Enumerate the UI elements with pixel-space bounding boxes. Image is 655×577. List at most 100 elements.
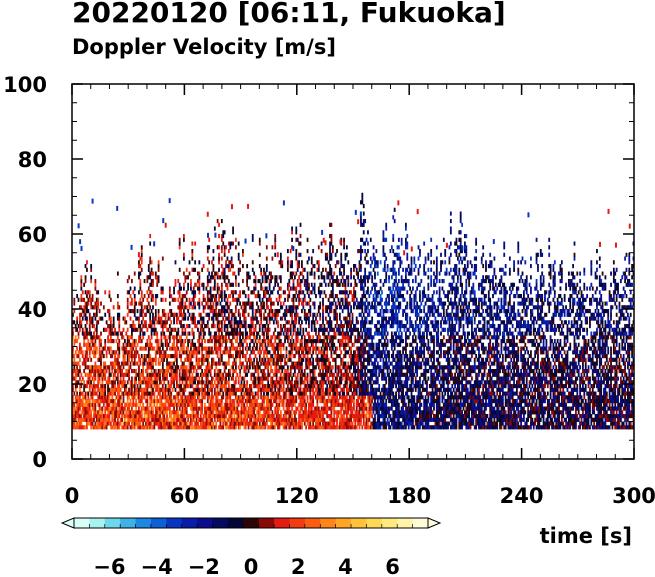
heatmap-cell [226, 421, 229, 426]
heatmap-cell [160, 320, 163, 325]
heatmap-cell [230, 312, 233, 317]
heatmap-cell [237, 417, 240, 422]
heatmap-cell [171, 425, 174, 430]
heatmap-cell [135, 376, 138, 381]
heatmap-cell [74, 399, 77, 404]
heatmap-cell [157, 279, 160, 284]
heatmap-cell [180, 425, 182, 430]
heatmap-cell [138, 320, 140, 325]
heatmap-cell [236, 320, 239, 325]
heatmap-cell [234, 350, 237, 355]
heatmap-cell [265, 350, 268, 355]
heatmap-cell [74, 327, 77, 332]
heatmap-cell [157, 309, 160, 314]
heatmap-cell [308, 365, 310, 370]
heatmap-cell [199, 380, 202, 385]
heatmap-cell [264, 275, 267, 280]
heatmap-cell [234, 331, 237, 336]
heatmap-cell [73, 410, 76, 415]
heatmap-cell [98, 369, 101, 374]
heatmap-cell [143, 294, 146, 299]
heatmap-cell [323, 290, 326, 295]
heatmap-cell [268, 402, 271, 407]
heatmap-cell [212, 414, 215, 419]
heatmap-cell [74, 324, 77, 329]
heatmap-cell [234, 346, 237, 351]
heatmap-cell [237, 425, 240, 430]
heatmap-cell [159, 369, 161, 374]
heatmap-cell [98, 354, 101, 359]
heatmap-cell [299, 380, 302, 385]
heatmap-cell [253, 372, 256, 377]
heatmap-cell [223, 417, 226, 422]
heatmap-cell [170, 399, 173, 404]
heatmap-cell [181, 410, 184, 415]
heatmap-cell [305, 365, 308, 370]
heatmap-cell [268, 399, 271, 404]
heatmap-cell [330, 237, 333, 242]
heatmap-cell [274, 369, 277, 374]
heatmap-cell [227, 354, 230, 359]
heatmap-cell [146, 425, 149, 430]
heatmap-cell [208, 380, 211, 385]
heatmap-cell [149, 354, 152, 359]
heatmap-cell [195, 361, 198, 366]
heatmap-cell [112, 361, 115, 366]
heatmap-cell [306, 421, 309, 426]
heatmap-cell [324, 365, 327, 370]
heatmap-cell [150, 357, 153, 362]
heatmap-cell [190, 346, 192, 351]
heatmap-cell [264, 376, 267, 381]
heatmap-cell [267, 357, 270, 362]
heatmap-cell [258, 342, 261, 347]
heatmap-cell [322, 395, 324, 400]
heatmap-cell [215, 339, 218, 344]
heatmap-cell [230, 425, 233, 430]
heatmap-cell [104, 391, 107, 396]
heatmap-cell [206, 406, 209, 411]
heatmap-cell [90, 346, 93, 351]
heatmap-cell [329, 252, 331, 257]
heatmap-cell [305, 339, 308, 344]
heatmap-cell [206, 387, 209, 392]
heatmap-cell [292, 384, 295, 389]
heatmap-cell [197, 395, 199, 400]
heatmap-cell [204, 297, 206, 302]
heatmap-cell [161, 365, 164, 370]
heatmap-cell [154, 384, 157, 389]
heatmap-cell [174, 402, 177, 407]
heatmap-cell [125, 391, 128, 396]
heatmap-cell [298, 282, 301, 287]
heatmap-cell [239, 357, 241, 362]
heatmap-cell [215, 342, 218, 347]
heatmap-cell [139, 297, 142, 302]
heatmap-cell [306, 279, 309, 284]
heatmap-cell [198, 391, 201, 396]
heatmap-cell [204, 410, 206, 415]
heatmap-cell [308, 282, 310, 287]
heatmap-cell [239, 417, 241, 422]
heatmap-cell [286, 417, 289, 422]
heatmap-cell [160, 387, 163, 392]
heatmap-cell [149, 290, 152, 295]
heatmap-cell [264, 327, 267, 332]
heatmap-cell [226, 297, 229, 302]
heatmap-cell [319, 399, 322, 404]
heatmap-cell [278, 357, 281, 362]
heatmap-cell [83, 312, 86, 317]
heatmap-cell [181, 406, 184, 411]
heatmap-cell [312, 399, 315, 404]
heatmap-cell [201, 320, 204, 325]
heatmap-cell [333, 380, 336, 385]
heatmap-cell [90, 331, 93, 336]
heatmap-cell [123, 350, 126, 355]
heatmap-cell [98, 421, 101, 426]
heatmap-cell [150, 282, 153, 287]
heatmap-cell [312, 357, 315, 362]
heatmap-cell [138, 414, 140, 419]
heatmap-cell [102, 365, 105, 370]
heatmap-cell [163, 335, 166, 340]
heatmap-cell [150, 417, 153, 422]
heatmap-cell [264, 346, 267, 351]
